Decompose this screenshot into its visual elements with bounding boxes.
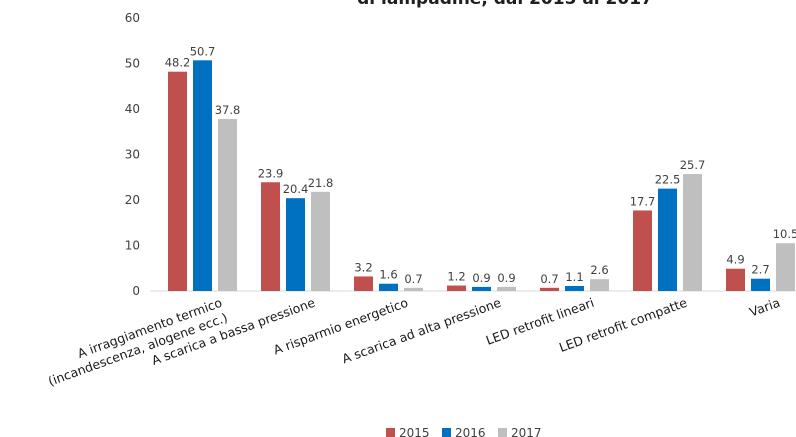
y-axis: 0 10 20 30 40 50 60 <box>125 11 140 298</box>
bar-2016 <box>472 286 491 291</box>
value-labels-group: 48.250.7 37.8 23.9 20.4 21.8 3.2 1.6 0.7 1.2 0.9 0… <box>165 44 796 286</box>
bar-2017 <box>311 191 330 291</box>
value-label: 1.1 <box>565 270 583 284</box>
value-label: 21.8 <box>308 176 334 190</box>
y-tick-label: 20 <box>125 193 140 207</box>
value-label: 37.8 <box>215 103 241 117</box>
legend-swatch-2016 <box>442 428 451 437</box>
bar-2016 <box>658 188 677 291</box>
y-tick-label: 50 <box>125 57 140 71</box>
value-label: 17.7 <box>630 194 656 208</box>
legend-swatch-2017 <box>498 428 507 437</box>
bar-2015 <box>261 182 280 291</box>
y-tick-label: 30 <box>125 148 140 162</box>
bar-2017 <box>497 286 516 291</box>
value-label: 4.9 <box>726 253 744 267</box>
value-label: 50.7 <box>190 44 216 58</box>
value-label: 1.2 <box>447 270 465 284</box>
value-label: 0.9 <box>497 271 515 285</box>
value-label: 0.9 <box>472 271 490 285</box>
value-label: 23.9 <box>258 166 284 180</box>
legend-label: 2015 <box>399 426 430 437</box>
bar-2017 <box>218 119 237 291</box>
category-label-line: A scarica ad alta pressione <box>340 295 503 367</box>
chart-title: di lampadine, dal 2015 al 2017 <box>357 0 653 9</box>
y-tick-label: 40 <box>125 102 140 116</box>
y-tick-label: 0 <box>132 284 140 298</box>
value-label: 10.5 <box>773 227 796 241</box>
category-labels-group: A irraggiamento termico(incandescenza, a… <box>46 295 782 389</box>
value-label: 3.2 <box>354 260 372 274</box>
category-label-line: Varia <box>747 295 782 320</box>
bar-2016 <box>751 278 770 291</box>
bar-2015 <box>540 287 559 291</box>
category-label: Varia <box>747 295 782 320</box>
bar-2015 <box>726 268 745 291</box>
value-label: 0.7 <box>540 272 558 286</box>
value-label: 2.7 <box>751 263 769 277</box>
value-label: 20.4 <box>283 182 309 196</box>
bar-2016 <box>565 285 584 291</box>
y-tick-label: 10 <box>125 239 140 253</box>
value-label: 48.2 <box>165 56 191 70</box>
y-tick-label: 60 <box>125 11 140 25</box>
bar-2017 <box>590 279 609 291</box>
bar-2017 <box>776 243 795 291</box>
legend-label: 2016 <box>455 426 486 437</box>
bar-2017 <box>683 174 702 291</box>
value-label: 25.7 <box>680 158 706 172</box>
value-label: 1.6 <box>379 268 397 282</box>
legend-label: 2017 <box>511 426 542 437</box>
bar-2015 <box>354 276 373 291</box>
bar-2016 <box>286 198 305 291</box>
bar-2015 <box>168 71 187 291</box>
category-label: A scarica ad alta pressione <box>340 295 503 367</box>
bars-group <box>168 60 795 291</box>
value-label: 22.5 <box>655 173 681 187</box>
bar-2015 <box>633 210 652 291</box>
value-label: 0.7 <box>404 272 422 286</box>
bar-2015 <box>447 285 466 291</box>
bar-2017 <box>404 287 423 291</box>
value-label: 2.6 <box>590 263 608 277</box>
bar-2016 <box>193 60 212 291</box>
legend: 2015 2016 2017 <box>386 426 542 437</box>
bar-2016 <box>379 283 398 291</box>
legend-swatch-2015 <box>386 428 395 437</box>
